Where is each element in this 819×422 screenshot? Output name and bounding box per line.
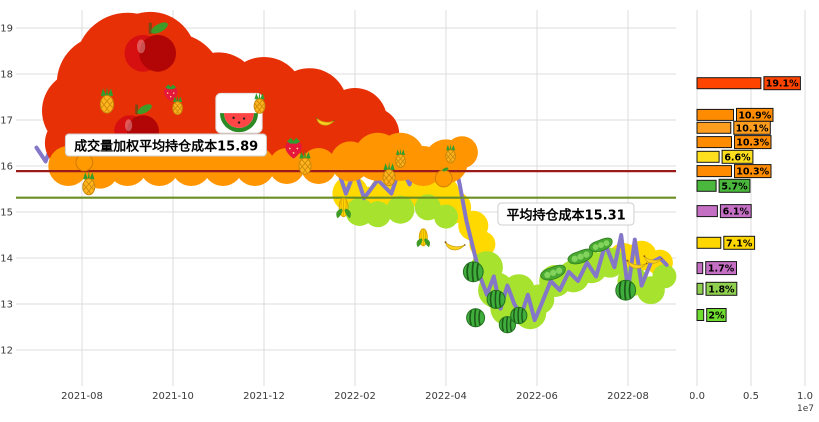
volume-bar-label: 5.7% <box>721 181 748 192</box>
volume-bar-label-box <box>706 308 727 322</box>
volume-bar-label: 19.1% <box>766 79 799 90</box>
watermelon-icon <box>510 306 528 325</box>
y-axis-tick-label: 16 <box>0 162 13 173</box>
profile-axis-labels: 0.0 0.5 1.0 1e7 <box>690 391 814 414</box>
volume-bar <box>696 165 732 178</box>
volume-bar <box>696 205 718 218</box>
volume-bar <box>696 77 762 90</box>
pineapple-icon <box>445 143 456 164</box>
volume-bar <box>696 121 732 134</box>
tangerine-icon <box>434 167 453 188</box>
volume-bar-label: 10.9% <box>738 110 771 121</box>
avg-cost-label: 平均持仓成本15.31 <box>497 202 635 226</box>
volume-bar-label: 2% <box>708 311 725 322</box>
x-axis-tick-label: 2021-08 <box>61 391 103 402</box>
profile-x-tick-label: 1.0 <box>797 391 813 402</box>
pea-icon <box>540 264 566 281</box>
x-axis-tick-label: 2022-02 <box>334 391 376 402</box>
volume-bar <box>696 136 732 149</box>
pineapple-icon <box>82 170 96 196</box>
y-axis-tick-label: 19 <box>0 24 13 35</box>
watermelon-icon <box>466 308 486 328</box>
volume-bar-label: 7.1% <box>726 238 753 249</box>
corn-icon <box>336 197 351 219</box>
volume-bar-label-box <box>733 120 771 135</box>
y-axis-tick-label: 13 <box>0 300 13 311</box>
watermelon-icon <box>615 279 637 301</box>
volume-bar-label: 1.7% <box>708 264 735 275</box>
volume-bar-label-box <box>723 235 756 250</box>
profile-x-tick-label: 0.5 <box>743 391 759 402</box>
y-axis-tick-label: 12 <box>0 346 13 357</box>
x-axis-tick-label: 2021-10 <box>152 391 194 402</box>
pineapple-icon <box>382 161 396 187</box>
watermelon-icon <box>498 316 516 334</box>
pineapple-icon <box>172 95 183 116</box>
banana-icon <box>626 259 648 269</box>
volume-bar-label-box <box>718 178 751 193</box>
volume-bar-label: 10.3% <box>736 138 769 149</box>
pineapple-icon <box>99 86 115 114</box>
pineapple-icon <box>253 91 266 114</box>
watermelon-icon <box>462 261 484 283</box>
y-axis-tick-label: 17 <box>0 116 13 127</box>
volume-bar <box>696 108 734 121</box>
banana-icon <box>643 254 663 264</box>
volume-bar <box>696 262 704 275</box>
x-axis-tick-label: 2022-06 <box>516 391 558 402</box>
axis-labels: 12 13 14 15 16 17 18 19 2021-08 2021-10 2021-12 202… <box>0 24 649 403</box>
pineapple-icon <box>298 150 312 175</box>
volume-bar <box>696 282 704 295</box>
volume-bar <box>696 236 722 249</box>
pea-icon <box>567 248 594 265</box>
volume-profile-chart: 19.1% 10.9% 10.1% 10.3% 6.6% 10.3% 5.7% 6.1% 7.1… <box>690 10 814 414</box>
volume-bar-label-box <box>705 281 738 296</box>
y-axis-tick-label: 15 <box>0 208 13 219</box>
x-axis-tick-label: 2022-04 <box>425 391 467 402</box>
volume-bar <box>696 150 720 163</box>
volume-bar-label-box <box>721 149 754 164</box>
strawberry-icon <box>285 137 302 159</box>
profile-grid <box>696 10 806 386</box>
y-axis-tick-label: 14 <box>0 254 13 265</box>
x-axis-tick-label: 2022-08 <box>607 391 649 402</box>
banana-icon <box>315 116 335 126</box>
banana-icon <box>444 240 466 251</box>
x-axis-tick-label: 2021-12 <box>243 391 285 402</box>
volume-bar-label-box <box>719 204 752 219</box>
volume-bar-label: 10.1% <box>736 123 769 134</box>
volume-bar-label-box <box>734 135 772 150</box>
pea-icon <box>589 237 613 253</box>
strawberry-icon <box>163 84 178 102</box>
y-axis-tick-label: 18 <box>0 70 13 81</box>
volume-bar-label-box <box>734 164 772 179</box>
watermelon-slice-icon <box>215 92 263 134</box>
volume-bar-label: 6.6% <box>724 152 751 163</box>
profile-x-tick-label: 0.0 <box>690 391 705 402</box>
volume-bar-label-box <box>763 76 801 91</box>
apple-icon <box>124 22 177 72</box>
corn-icon <box>416 228 431 248</box>
pineapple-icon <box>395 148 406 168</box>
volume-bar-label-box <box>705 261 737 276</box>
volume-bar <box>696 309 705 321</box>
watermelon-icon <box>486 289 506 309</box>
volume-bar-label: 1.8% <box>708 284 735 295</box>
volume-bar-label: 6.1% <box>723 207 750 218</box>
axis-offset-label: 1e7 <box>797 404 814 414</box>
vwap-cost-label: 成交量加权平均持仓成本15.89 <box>65 133 268 157</box>
volume-bar <box>696 179 717 192</box>
volume-bar-label: 10.3% <box>736 167 769 178</box>
